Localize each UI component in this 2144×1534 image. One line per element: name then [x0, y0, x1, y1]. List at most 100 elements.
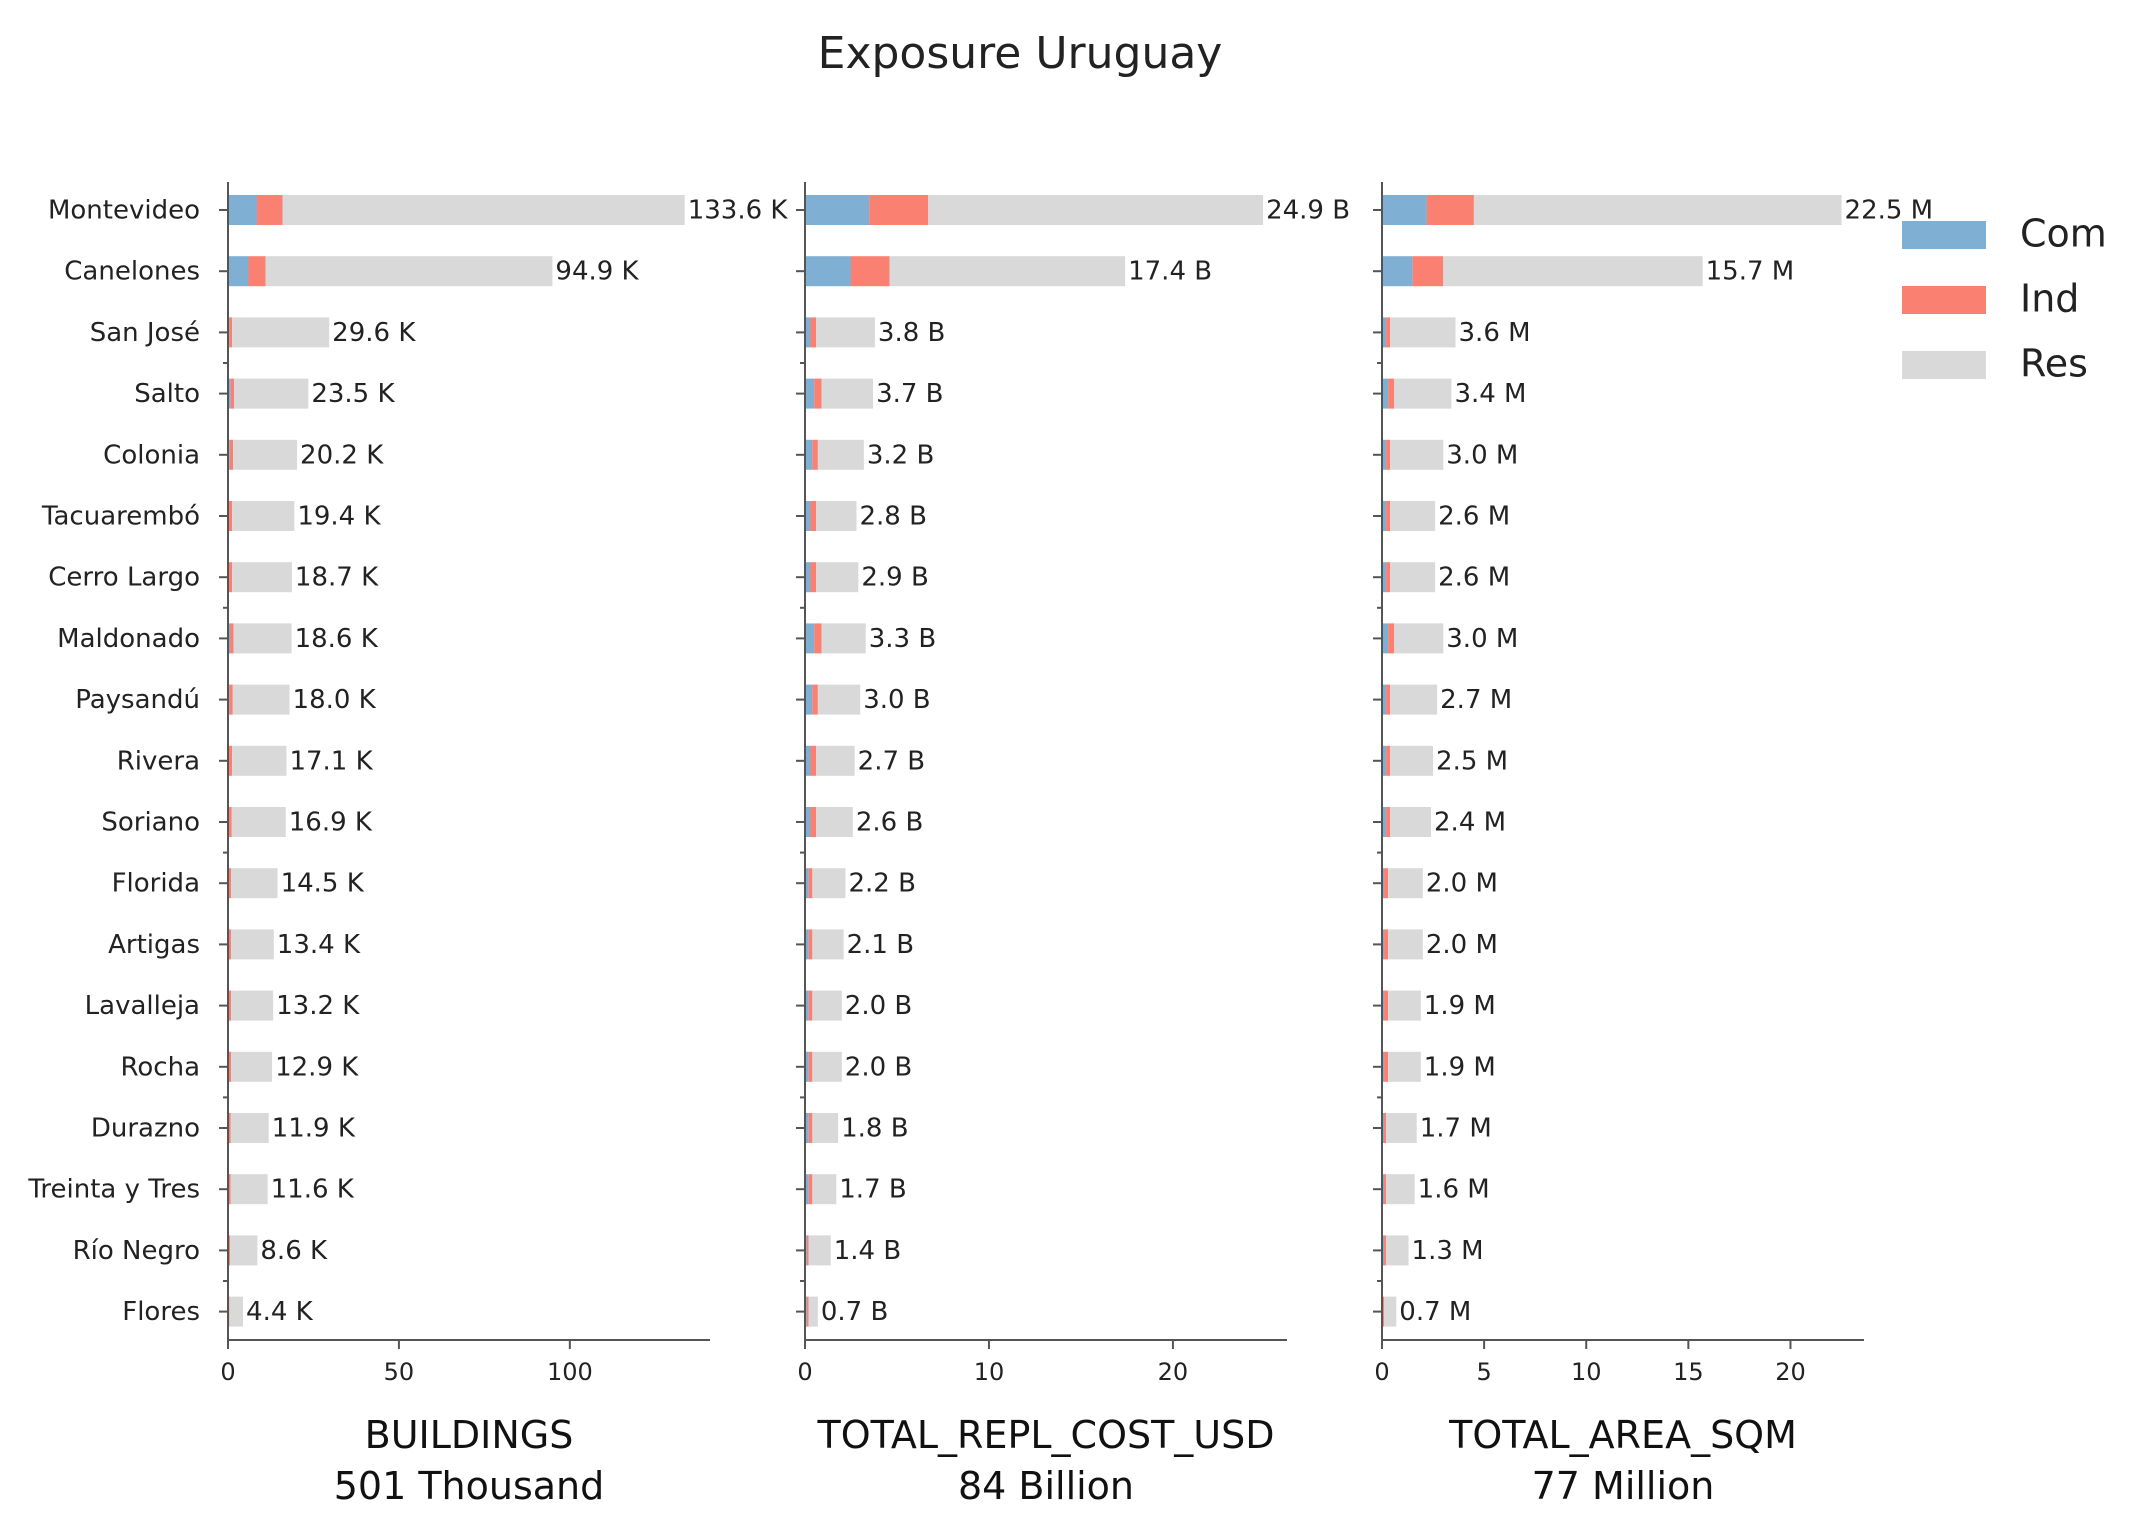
category-label: Artigas [108, 930, 200, 960]
bar-ind-p1-14 [228, 1051, 232, 1082]
category-label: Paysandú [75, 685, 200, 715]
x-tick-label: 15 [1673, 1358, 1704, 1386]
bar-ind-p2-11 [808, 868, 813, 899]
value-label: 94.9 K [555, 257, 639, 287]
bar-ind-p3-16 [1384, 1174, 1387, 1205]
bar-com-p3-3 [1382, 378, 1389, 409]
bar-res-p3-7 [1394, 623, 1444, 654]
value-label: 24.9 B [1266, 196, 1350, 226]
bar-res-p1-16 [230, 1174, 268, 1205]
bar-res-p2-12 [812, 929, 844, 960]
x-tick-label: 10 [1571, 1358, 1602, 1386]
x-tick-label: 20 [1775, 1358, 1806, 1386]
bar-ind-p1-4 [229, 439, 234, 470]
category-label: Lavalleja [85, 991, 200, 1021]
category-label: Rivera [117, 746, 200, 776]
bar-com-p2-0 [805, 195, 870, 225]
bar-com-p3-13 [1382, 990, 1385, 1021]
bar-ind-p2-16 [808, 1174, 813, 1205]
bar-com-p2-1 [805, 256, 851, 287]
chart-title: Exposure Uruguay [818, 28, 1223, 79]
value-label: 17.1 K [289, 746, 373, 776]
legend-label-res: Res [2020, 342, 2088, 386]
bar-ind-p3-13 [1384, 990, 1389, 1021]
bar-com-p3-16 [1382, 1174, 1385, 1205]
value-label: 2.0 M [1426, 930, 1498, 960]
bar-ind-p1-17 [228, 1235, 231, 1266]
bar-com-p2-16 [805, 1174, 809, 1205]
value-label: 4.4 K [246, 1297, 314, 1327]
bar-ind-p2-18 [806, 1296, 809, 1327]
x-axis-label: BUILDINGS [365, 1413, 574, 1457]
legend-label-ind: Ind [2020, 277, 2079, 321]
value-label: 3.0 M [1446, 624, 1518, 654]
bar-res-p1-12 [231, 929, 274, 960]
bar-res-p1-5 [232, 501, 295, 531]
value-label: 1.8 B [841, 1114, 908, 1144]
bar-com-p3-1 [1382, 256, 1413, 287]
bar-com-p3-0 [1382, 195, 1427, 225]
bar-res-p1-4 [233, 439, 298, 470]
bar-ind-p3-4 [1386, 439, 1391, 470]
x-tick-label: 10 [974, 1358, 1005, 1386]
bar-res-p2-5 [816, 501, 857, 531]
bar-res-p3-13 [1388, 990, 1421, 1021]
category-label: Río Negro [73, 1236, 200, 1266]
value-label: 1.9 M [1424, 991, 1496, 1021]
legend-swatch-ind [1902, 286, 1986, 314]
bar-res-p1-6 [232, 562, 292, 593]
bar-res-p1-13 [231, 990, 274, 1021]
legend-swatch-com [1902, 221, 1986, 249]
bar-ind-p1-12 [228, 929, 232, 960]
value-label: 2.0 M [1426, 869, 1498, 899]
value-label: 1.4 B [834, 1236, 901, 1266]
bar-res-p3-1 [1443, 256, 1703, 287]
bar-com-p3-11 [1382, 868, 1385, 899]
bar-ind-p2-6 [810, 562, 817, 593]
category-label: Montevideo [48, 196, 200, 226]
bar-ind-p2-1 [850, 256, 890, 287]
bar-ind-p3-14 [1384, 1051, 1389, 1082]
bar-ind-p3-5 [1386, 501, 1391, 531]
bar-com-p2-14 [805, 1051, 809, 1082]
value-label: 12.9 K [275, 1052, 359, 1082]
bar-com-p2-7 [805, 623, 815, 654]
x-tick-label: 0 [797, 1358, 812, 1386]
bar-res-p2-1 [889, 256, 1126, 287]
bar-res-p3-12 [1388, 929, 1423, 960]
x-tick-label: 5 [1476, 1358, 1491, 1386]
bar-ind-p1-6 [229, 562, 233, 593]
bar-res-p2-17 [808, 1235, 831, 1266]
bar-res-p3-14 [1388, 1051, 1421, 1082]
value-label: 1.7 M [1420, 1114, 1492, 1144]
bar-res-p1-17 [230, 1235, 258, 1266]
bar-res-p3-0 [1473, 195, 1842, 225]
bar-res-p3-9 [1390, 745, 1434, 776]
panel-1: 133.6 K Montevideo 94.9 K Canelones 29.6 K Sa… [27, 182, 788, 1508]
bar-res-p2-10 [816, 807, 853, 837]
bar-com-p3-8 [1382, 684, 1387, 715]
value-label: 2.6 M [1438, 502, 1510, 532]
x-tick-label: 0 [220, 1358, 235, 1386]
bar-res-p1-3 [234, 378, 309, 409]
bar-ind-p3-18 [1383, 1296, 1385, 1327]
bar-ind-p1-0 [257, 195, 283, 225]
value-label: 2.1 B [847, 930, 914, 960]
value-label: 3.8 B [878, 318, 945, 348]
value-label: 0.7 B [821, 1297, 888, 1327]
bar-res-p1-7 [233, 623, 292, 654]
x-axis-total: 501 Thousand [334, 1464, 605, 1508]
value-label: 19.4 K [297, 502, 381, 532]
bar-res-p1-18 [229, 1296, 244, 1327]
bar-com-p1-7 [228, 623, 231, 654]
value-label: 29.6 K [332, 318, 416, 348]
bar-ind-p2-2 [810, 317, 817, 348]
x-tick-label: 20 [1158, 1358, 1189, 1386]
bar-com-p2-8 [805, 684, 813, 715]
category-label: Colonia [103, 440, 200, 470]
bar-com-p1-0 [228, 195, 258, 225]
bar-res-p1-8 [232, 684, 290, 715]
bar-com-p3-15 [1382, 1113, 1385, 1143]
value-label: 22.5 M [1845, 196, 1934, 226]
